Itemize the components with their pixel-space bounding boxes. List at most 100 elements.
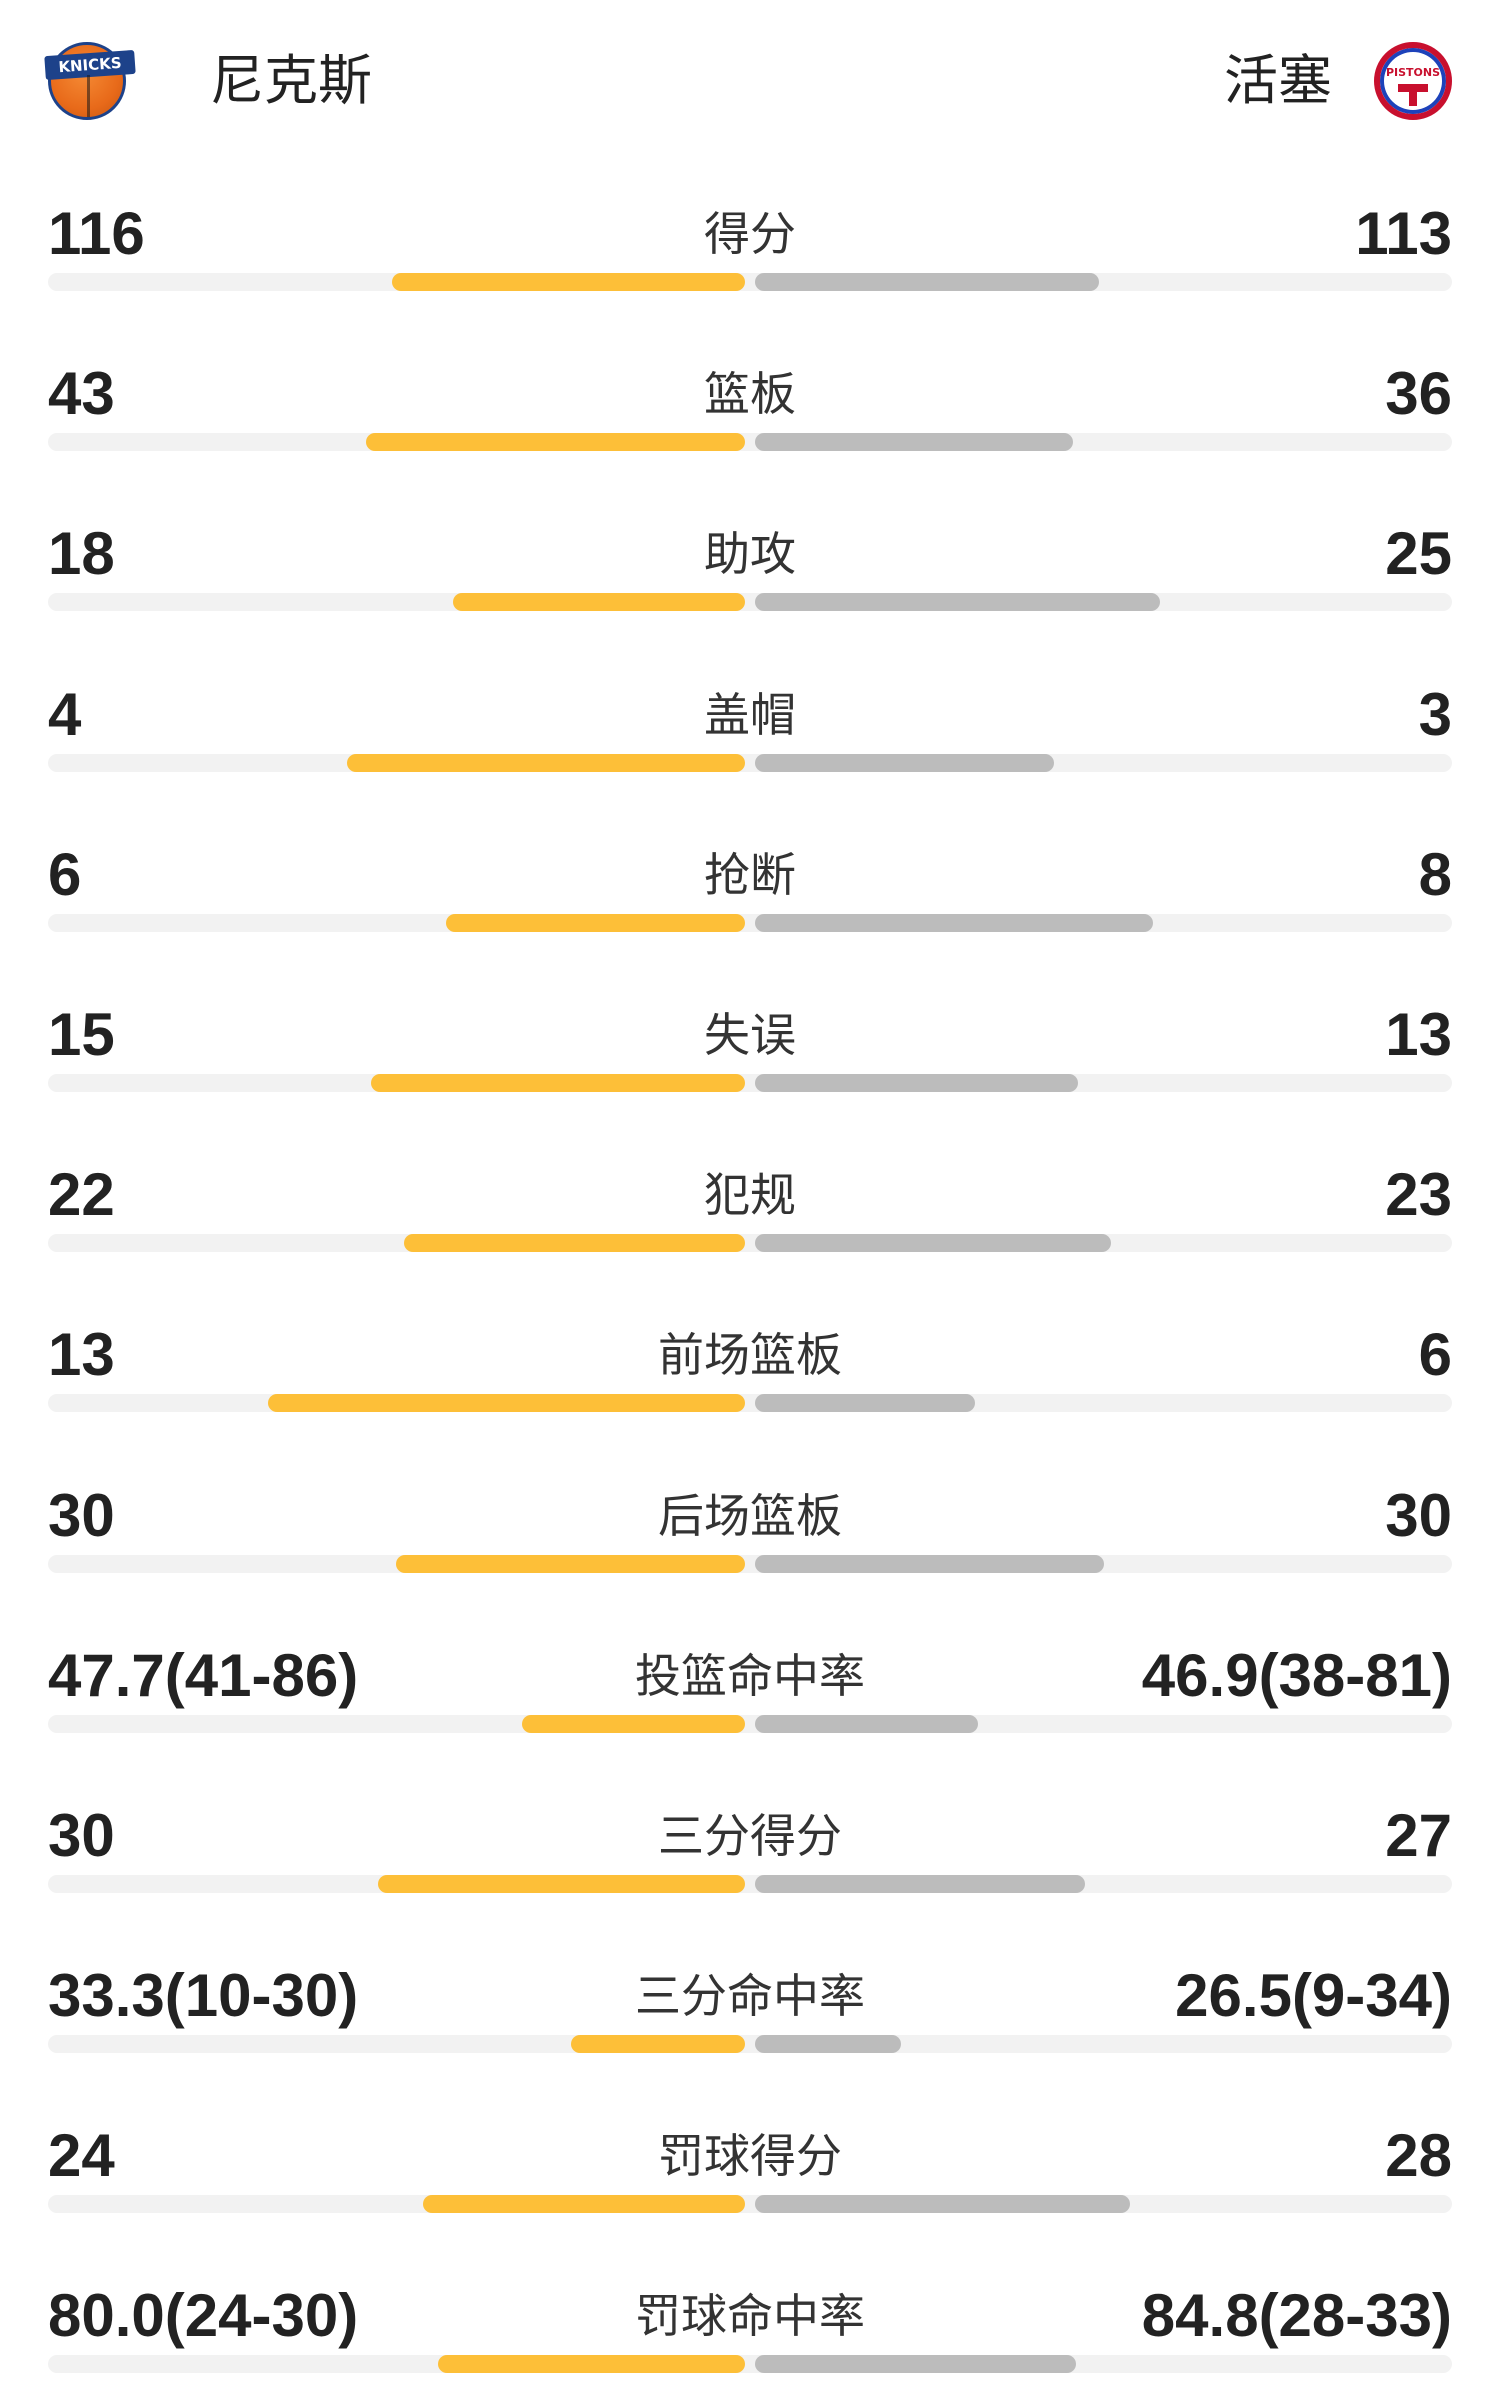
away-stat-bar	[755, 2195, 1130, 2214]
away-stat-value: 27	[1385, 1801, 1452, 1869]
stat-bar-track	[48, 433, 1452, 452]
home-stat-value: 15	[48, 1000, 115, 1068]
stat-row: 43 篮板 36	[0, 325, 1500, 485]
away-stat-value: 6	[1418, 1321, 1452, 1389]
away-stat-value: 30	[1385, 1481, 1452, 1549]
home-stat-bar	[453, 593, 745, 612]
stat-bar-track	[48, 753, 1452, 772]
away-stat-value: 46.9(38-81)	[1141, 1641, 1452, 1709]
home-stat-value: 80.0(24-30)	[48, 2282, 359, 2350]
away-stat-value: 36	[1385, 360, 1452, 428]
home-stat-value: 47.7(41-86)	[48, 1641, 359, 1709]
stat-label: 前场篮板	[658, 1328, 842, 1383]
stat-label: 犯规	[704, 1168, 796, 1223]
stat-bar-track	[48, 1874, 1452, 1893]
home-stat-bar	[571, 2035, 745, 2054]
stat-bar-track	[48, 593, 1452, 612]
away-stat-bar	[755, 1394, 975, 1413]
home-stat-bar	[366, 433, 745, 452]
away-stat-bar	[755, 1073, 1078, 1092]
away-stat-value: 84.8(28-33)	[1141, 2282, 1452, 2350]
home-stat-bar	[268, 1394, 745, 1413]
stat-label: 三分命中率	[635, 1969, 865, 2024]
home-stat-value: 4	[48, 680, 82, 748]
piston-head	[1398, 84, 1428, 92]
stat-row: 30 三分得分 27	[0, 1767, 1500, 1927]
stat-row: 18 助攻 25	[0, 485, 1500, 645]
away-stat-bar	[755, 913, 1153, 932]
stat-label: 篮板	[704, 367, 796, 422]
away-stat-value: 8	[1418, 840, 1452, 908]
home-stat-value: 30	[48, 1481, 115, 1549]
stat-label: 后场篮板	[658, 1488, 842, 1543]
away-stat-bar	[755, 593, 1160, 612]
stat-bar-track	[48, 1234, 1452, 1253]
stat-bar-track	[48, 1394, 1452, 1413]
knicks-logo-wordmark: KNICKS	[44, 49, 136, 81]
stat-label: 失误	[704, 1007, 796, 1062]
stat-label: 得分	[704, 207, 796, 261]
home-stat-value: 33.3(10-30)	[48, 1962, 359, 2030]
away-stat-value: 28	[1385, 2122, 1452, 2190]
stat-bar-track	[48, 273, 1452, 291]
home-stat-bar	[396, 1554, 745, 1573]
home-stat-bar	[438, 2355, 745, 2374]
home-stat-value: 22	[48, 1161, 115, 1229]
away-stat-bar	[755, 433, 1073, 452]
away-stat-value: 3	[1418, 680, 1452, 748]
stat-row: 24 罚球得分 28	[0, 2087, 1500, 2247]
away-stat-bar	[755, 2035, 901, 2054]
home-team[interactable]: KNICKS 尼克斯	[44, 40, 372, 122]
stat-row: 47.7(41-86) 投篮命中率 46.9(38-81)	[0, 1607, 1500, 1767]
stat-bar-track	[48, 2355, 1452, 2374]
stat-row: 4 盖帽 3	[0, 646, 1500, 806]
away-stat-bar	[755, 273, 1099, 291]
home-stat-value: 30	[48, 1801, 115, 1869]
stat-row: 116 得分 113	[0, 165, 1500, 325]
stat-bar-track	[48, 2195, 1452, 2214]
stat-row: 13 前场篮板 6	[0, 1286, 1500, 1446]
home-stat-bar	[522, 1714, 745, 1733]
stat-label: 抢断	[704, 847, 796, 902]
stat-label: 助攻	[704, 527, 796, 582]
away-stat-value: 23	[1385, 1161, 1452, 1229]
away-stat-bar	[755, 1554, 1104, 1573]
home-stat-bar	[378, 1874, 745, 1893]
home-stat-value: 13	[48, 1321, 115, 1389]
home-stat-bar	[423, 2195, 745, 2214]
home-team-name: 尼克斯	[210, 49, 372, 112]
stat-bar-track	[48, 2035, 1452, 2054]
away-stat-value: 113	[1355, 200, 1452, 267]
stat-label: 罚球得分	[658, 2129, 842, 2184]
away-stat-bar	[755, 1234, 1111, 1253]
stat-label: 罚球命中率	[635, 2289, 865, 2344]
home-stat-bar	[371, 1073, 745, 1092]
stat-row: 15 失误 13	[0, 966, 1500, 1126]
home-stat-bar	[446, 913, 745, 932]
stat-bar-track	[48, 913, 1452, 932]
home-stat-bar	[347, 753, 745, 772]
away-stat-value: 13	[1385, 1000, 1452, 1068]
stat-row: 22 犯规 23	[0, 1126, 1500, 1286]
stat-label: 盖帽	[704, 687, 796, 742]
home-stat-value: 116	[48, 200, 145, 267]
away-team-name: 活塞	[1224, 49, 1332, 112]
stat-row: 33.3(10-30) 三分命中率 26.5(9-34)	[0, 1927, 1500, 2087]
piston-rod	[1409, 92, 1417, 106]
knicks-logo-icon: KNICKS	[44, 42, 136, 120]
home-stat-bar	[404, 1234, 745, 1253]
home-stat-bar	[392, 273, 745, 291]
away-team[interactable]: 活塞 PISTONS	[1224, 40, 1452, 122]
away-stat-bar	[755, 753, 1054, 772]
stat-row: 6 抢断 8	[0, 806, 1500, 966]
pistons-logo-icon: PISTONS	[1374, 42, 1452, 120]
away-stat-bar	[755, 1874, 1085, 1893]
home-stat-value: 6	[48, 840, 82, 908]
ball-seam	[87, 75, 90, 117]
away-stat-value: 25	[1385, 520, 1452, 588]
away-stat-bar	[755, 1714, 978, 1733]
stat-bar-track	[48, 1554, 1452, 1573]
stat-label: 投篮命中率	[635, 1648, 865, 1703]
home-stat-value: 24	[48, 2122, 115, 2190]
away-stat-value: 26.5(9-34)	[1175, 1962, 1452, 2030]
